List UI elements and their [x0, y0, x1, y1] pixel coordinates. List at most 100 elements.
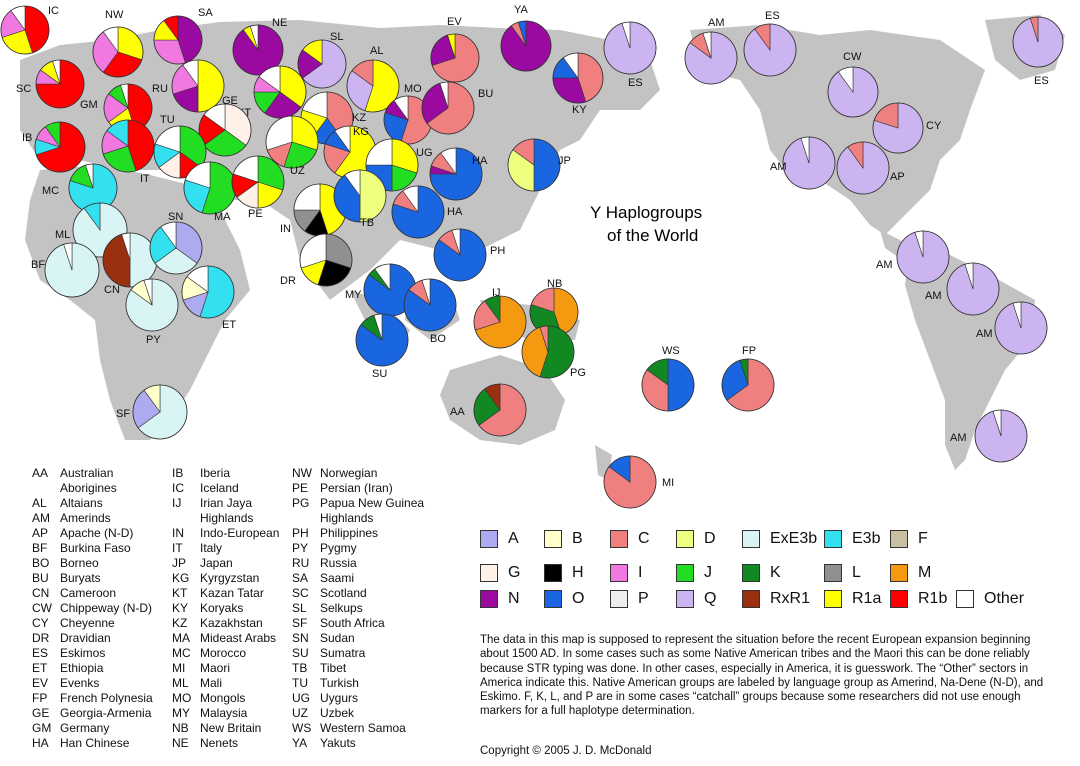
legend-swatch — [480, 564, 498, 582]
pie-label: SA — [198, 7, 213, 19]
pie-label: AM — [950, 432, 967, 444]
legend-item-k: K — [742, 564, 781, 582]
abbreviation-code: PH — [292, 526, 309, 540]
abbreviation-name: Indo-European — [200, 526, 280, 540]
abbreviation-name: Kazakhstan — [200, 616, 263, 630]
abbreviation-code: IC — [172, 481, 184, 495]
abbreviation-name: French Polynesia — [60, 691, 153, 705]
legend-label: G — [508, 564, 521, 581]
pie-bu: BU — [421, 81, 493, 135]
legend-label: D — [704, 530, 716, 547]
abbreviation-name: Evenks — [60, 676, 100, 690]
pie-label: MA — [214, 211, 231, 223]
legend-swatch — [676, 590, 694, 608]
abbreviation-name: Philippines — [320, 526, 379, 540]
pie-label: RU — [152, 83, 168, 95]
abbreviation-row: KG Kyrgyzstan — [172, 571, 279, 586]
abbreviation-row: IB Iberia — [172, 466, 279, 481]
abbreviation-code: CN — [32, 586, 50, 600]
pie-label: AL — [370, 45, 383, 57]
pie-outline — [72, 202, 128, 258]
abbreviation-row: NB New Britain — [172, 721, 279, 736]
pie-label: HA — [472, 155, 488, 167]
abbreviation-row: BF Burkina Faso — [32, 541, 153, 556]
abbreviation-code: TU — [292, 676, 308, 690]
abbreviation-code: KG — [172, 571, 190, 585]
legend-swatch — [824, 590, 842, 608]
abbreviation-code: AP — [32, 526, 49, 540]
legend-item-e3b: E3b — [824, 530, 880, 548]
abbreviation-row: FP French Polynesia — [32, 691, 153, 706]
abbreviation-row: BO Borneo — [32, 556, 153, 571]
abbreviation-name: Ethiopia — [60, 661, 104, 675]
pie-outline — [429, 147, 483, 201]
abbreviation-code: SF — [292, 616, 308, 630]
pie-outline — [355, 313, 409, 367]
pie-label: ML — [55, 229, 70, 241]
legend-item-p: P — [610, 590, 649, 608]
pie-outline — [641, 358, 695, 412]
legend-item-g: G — [480, 564, 520, 582]
legend-label: L — [852, 564, 861, 581]
abbreviation-row: UZ Uzbek — [292, 706, 424, 721]
abbreviation-code: MC — [172, 646, 191, 660]
abbreviation-code: IJ — [172, 496, 182, 510]
abbreviation-row: PY Pygmy — [292, 541, 424, 556]
pie-am: AM — [976, 301, 1048, 355]
abbreviation-name: Persian (Iran) — [320, 481, 393, 495]
abbreviation-row: MA Mideast Arabs — [172, 631, 279, 646]
pie-outline — [149, 221, 203, 275]
pie-outline — [521, 325, 575, 379]
legend-item-q: Q — [676, 590, 716, 608]
pie-tu: TU — [153, 114, 207, 179]
abbreviation-code: PE — [292, 481, 309, 495]
abbreviation-name: Germany — [60, 721, 110, 735]
legend-label: I — [638, 564, 643, 581]
abbreviation-row: KT Kazan Tatar — [172, 586, 279, 601]
abbreviation-name: Russia — [320, 556, 357, 570]
pie-ic: IC — [0, 5, 59, 55]
pie-label: KG — [353, 126, 369, 138]
pie-label: TU — [160, 114, 175, 126]
abbreviation-code: AM — [32, 511, 50, 525]
pie-cw: CW — [827, 51, 879, 118]
pie-label: EV — [447, 16, 462, 28]
abbreviation-name: Norwegian — [320, 466, 378, 480]
abbreviation-name: Pygmy — [320, 541, 357, 555]
pie-label: NE — [272, 17, 287, 29]
pie-outline — [872, 102, 924, 154]
legend-swatch — [544, 590, 562, 608]
legend-swatch — [544, 564, 562, 582]
abbreviation-row: PG Papua New Guinea — [292, 496, 424, 511]
legend-label: O — [572, 590, 585, 607]
legend-swatch — [676, 564, 694, 582]
legend-item-d: D — [676, 530, 716, 548]
abbreviation-row: MO Mongols — [172, 691, 279, 706]
abbreviation-row: ET Ethiopia — [32, 661, 153, 676]
pie-outline — [684, 31, 738, 85]
pie-label: ES — [765, 10, 780, 22]
abbreviation-row: KZ Kazakhstan — [172, 616, 279, 631]
abbreviation-code: BU — [32, 571, 49, 585]
abbreviation-name: New Britain — [200, 721, 262, 735]
legend-label: F — [918, 530, 928, 547]
abbreviation-name: Dravidian — [60, 631, 111, 645]
pie-ge: GE — [198, 95, 252, 157]
pie-outline — [44, 242, 100, 298]
pie-outline — [365, 138, 419, 192]
pie-label: IJ — [492, 287, 501, 299]
abbreviation-name: Yakuts — [320, 736, 356, 750]
pie-ky: KY — [552, 52, 604, 116]
abbreviation-name: Altaians — [60, 496, 103, 510]
map-title-line2: of the World — [607, 226, 698, 245]
legend-label: J — [704, 564, 712, 581]
abbreviation-code — [292, 511, 320, 526]
pie-ma: MA — [183, 161, 237, 223]
abbreviation-code: ML — [172, 676, 189, 690]
abbreviation-code: UG — [292, 691, 310, 705]
pie-label: MC — [42, 185, 59, 197]
pie-mc: MC — [42, 163, 118, 213]
pie-sc: SC — [16, 59, 85, 109]
pie-outline — [0, 5, 50, 55]
pie-outline — [403, 278, 457, 332]
